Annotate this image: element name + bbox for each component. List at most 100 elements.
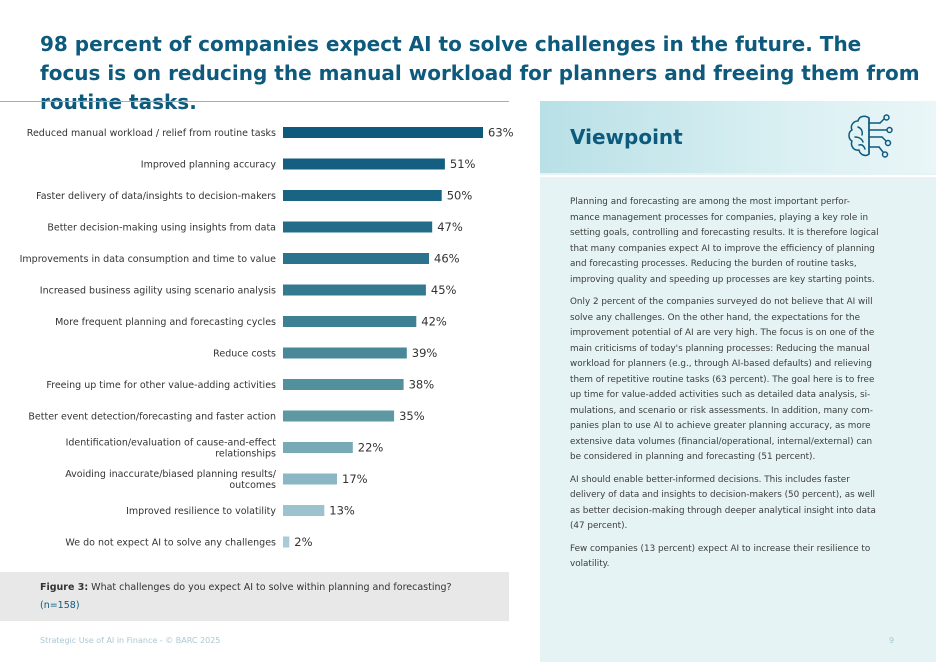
category-label: More frequent planning and forecasting c… [55,317,276,328]
category-label-line: outcomes [229,480,276,491]
category-label: Avoiding inaccurate/biased planning resu… [65,469,277,491]
data-label: 22% [358,441,384,455]
bar [283,158,445,170]
data-label: 50% [447,189,473,203]
bar [283,316,417,327]
category-label-line: Reduced manual workload / relief from ro… [27,128,276,139]
category-label: Improved planning accuracy [141,160,277,171]
footer-source: Strategic Use of AI in Finance - © BARC … [40,636,221,645]
figure-caption: Figure 3: What challenges do you expect … [0,572,509,621]
viewpoint-text-line: them of repetitive routine tasks (63 per… [570,374,875,385]
category-label-line: Freeing up time for other value-adding a… [46,380,276,391]
figure-label: Figure 3: [40,582,89,593]
viewpoint-text-line: main criticisms of today's planning proc… [570,343,870,354]
page-headline: 98 percent of companies expect AI to sol… [40,32,920,114]
category-label-line: Improved resilience to volatility [126,506,276,517]
bar-chart: 63% Reduced manual workload / relief from… [20,126,514,550]
category-label: Reduced manual workload / relief from ro… [27,128,276,139]
bar [283,473,337,485]
data-label: 13% [329,504,355,518]
viewpoint-text-line: (47 percent). [570,521,628,531]
viewpoint-paragraph: Planning and forecasting are among the m… [570,195,894,288]
category-label-line: Reduce costs [213,349,276,360]
category-label-line: Identification/evaluation of cause-and-e… [66,437,277,448]
category-label-line: More frequent planning and forecasting c… [55,317,276,328]
category-label: Faster delivery of data/insights to deci… [36,191,276,202]
category-label-line: Better event detection/forecasting and f… [28,412,276,423]
brain-circuit-icon [848,114,893,158]
viewpoint-text-line: AI should enable better-informed decisio… [570,474,850,485]
bar [283,536,290,548]
viewpoint-divider [540,175,936,177]
data-label: 46% [434,252,460,266]
page-number: 9 [889,636,895,645]
data-label: 17% [342,472,368,486]
data-label: 45% [431,283,457,297]
viewpoint-text-line: up time for value-added activities such … [570,390,871,400]
category-label-line: We do not expect AI to solve any challen… [65,538,276,549]
bar [283,221,433,233]
bar [283,127,483,138]
bar [283,442,353,453]
category-label: Better event detection/forecasting and f… [28,412,276,423]
category-label: Improvements in data consumption and tim… [20,254,277,265]
sample-size: (n=158) [40,600,80,611]
bar [283,379,404,390]
viewpoint-text-line: workload for planners (e.g., through AI-… [570,359,872,369]
viewpoint-text-line: mance management processes for companies… [570,212,869,223]
category-label: Better decision-making using insights fr… [47,223,276,234]
viewpoint-text-line: as better decision-making through deeper… [570,505,876,516]
viewpoint-text-line: improving quality and speeding up proces… [570,274,875,285]
viewpoint-text-line: panies plan to use AI to achieve greater… [570,421,871,431]
viewpoint-header: Viewpoint [540,101,936,173]
viewpoint-text-line: extensive data volumes (financial/operat… [570,436,873,447]
category-label: Increased business agility using scenari… [40,286,276,297]
category-label-line: Improved planning accuracy [141,160,277,171]
category-label: Identification/evaluation of cause-and-e… [66,437,277,459]
category-label: Improved resilience to volatility [126,506,276,517]
data-label: 51% [450,157,476,171]
viewpoint-paragraph: AI should enable better-informed decisio… [570,473,894,535]
category-label-line: relationships [215,449,276,460]
viewpoint-paragraph: Few companies (13 percent) expect AI to … [570,542,894,573]
data-label: 39% [412,346,438,360]
viewpoint-paragraph: Only 2 percent of the companies surveyed… [570,295,894,466]
category-label-line: Faster delivery of data/insights to deci… [36,191,276,202]
headline-divider [0,101,509,102]
viewpoint-text-line: Planning and forecasting are among the m… [570,197,850,207]
bar [283,410,395,422]
category-label-line: Increased business agility using scenari… [40,286,276,297]
viewpoint-title: Viewpoint [570,125,683,149]
bar [283,347,407,359]
viewpoint-text-line: volatility. [570,559,610,569]
viewpoint-panel: Viewpoint Planning and f [540,101,936,662]
data-label: 35% [399,409,425,423]
viewpoint-text-line: improvement potential of AI are very hig… [570,328,875,338]
viewpoint-text-line: delivery of data and insights to decisio… [570,490,876,500]
data-label: 63% [488,126,514,140]
data-label: 38% [409,378,435,392]
viewpoint-text-line: Few companies (13 percent) expect AI to … [570,543,871,554]
bar [283,190,442,201]
viewpoint-text-line: Only 2 percent of the companies surveyed… [570,297,873,307]
bar [283,253,429,264]
category-label-line: Avoiding inaccurate/biased planning resu… [65,469,277,480]
viewpoint-text-line: be considered in planning and forecastin… [570,452,816,462]
category-label: Freeing up time for other value-adding a… [46,380,276,391]
viewpoint-body: Planning and forecasting are among the m… [570,195,894,580]
data-label: 47% [437,220,463,234]
viewpoint-text-line: that many companies expect AI to improve… [570,243,875,254]
category-label-line: Better decision-making using insights fr… [47,223,276,234]
viewpoint-text-line: and forecasting processes. Reducing the … [570,259,857,269]
bar [283,505,325,516]
data-label: 42% [421,315,447,329]
viewpoint-text-line: mulations, and scenario or risk assessme… [570,405,873,416]
bar [283,284,426,296]
figure-question: What challenges do you expect AI to solv… [88,582,452,593]
category-label: Reduce costs [213,349,276,360]
category-label: We do not expect AI to solve any challen… [65,538,276,549]
category-label-line: Improvements in data consumption and tim… [20,254,277,265]
viewpoint-text-line: solve any challenges. On the other hand,… [570,312,861,323]
viewpoint-text-line: setting goals, controlling and forecasti… [570,228,879,238]
data-label: 2% [294,535,312,549]
